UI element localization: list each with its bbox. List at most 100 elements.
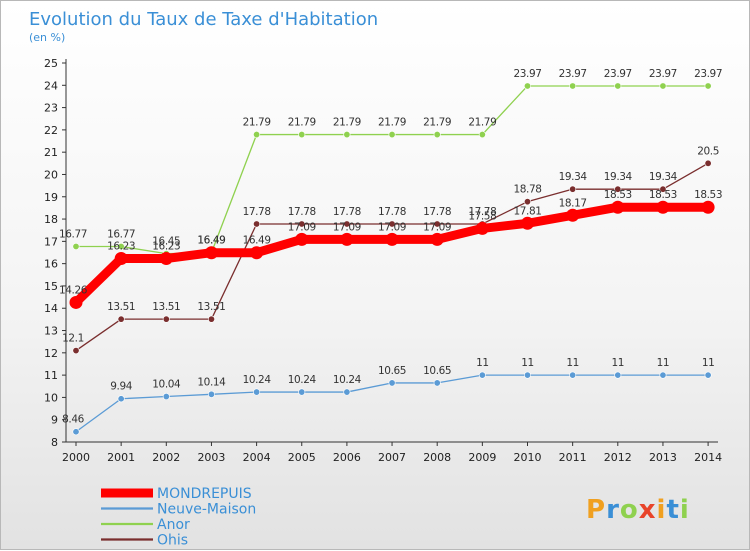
data-labels: 8.46 9.94 10.04 10.14 10.24 10.24 10.24 10.65 10…	[59, 68, 723, 426]
data-point	[117, 395, 125, 403]
axes: 8 9 10 11 12 13 14 15 16 17 18 19 20 21 22 23 24 25 2000 20…	[44, 57, 722, 464]
data-label: 17.09	[333, 221, 361, 233]
data-label: 16.49	[197, 235, 225, 247]
y-tick-label: 22	[44, 124, 58, 137]
data-point	[162, 315, 170, 323]
data-point	[388, 131, 396, 139]
data-label: 17.09	[378, 221, 406, 233]
data-label: 16.77	[59, 228, 87, 240]
data-label: 23.97	[649, 68, 677, 80]
y-tick-label: 9	[51, 414, 58, 427]
proxiti-letter: P	[586, 495, 606, 525]
data-label: 21.79	[468, 117, 496, 129]
data-point	[430, 232, 444, 246]
data-point	[117, 242, 125, 250]
data-point	[253, 131, 261, 139]
data-label: 13.51	[152, 301, 180, 313]
data-label: 17.78	[423, 206, 451, 218]
x-tick-label: 2008	[423, 451, 451, 464]
x-tick-label: 2002	[152, 451, 180, 464]
data-label: 21.79	[333, 117, 361, 129]
chart-subtitle: (en %)	[29, 31, 65, 44]
y-tick-label: 21	[44, 146, 58, 159]
data-point	[521, 216, 534, 230]
data-point	[298, 220, 306, 228]
y-tick-label: 12	[44, 347, 58, 360]
data-point	[343, 131, 351, 139]
data-label: 23.97	[694, 68, 722, 80]
data-point	[343, 220, 351, 228]
data-point	[340, 232, 354, 246]
data-label: 11	[657, 357, 670, 369]
data-label: 17.81	[513, 205, 541, 217]
legend-label: Ohis	[157, 533, 188, 549]
y-tick-label: 11	[44, 369, 58, 382]
data-label: 14.26	[59, 284, 88, 296]
data-point	[614, 185, 622, 193]
y-tick-label: 24	[44, 79, 58, 92]
y-tick-label: 10	[44, 391, 58, 404]
data-point	[569, 185, 577, 193]
data-label: 23.97	[559, 68, 587, 80]
data-label: 17.78	[333, 206, 361, 218]
x-tick-label: 2012	[604, 451, 632, 464]
data-point	[385, 232, 399, 246]
legend-item: Ohis	[101, 533, 188, 549]
data-point	[523, 371, 531, 379]
data-point	[433, 220, 441, 228]
x-tick-label: 2004	[243, 451, 271, 464]
data-label: 18.17	[559, 197, 587, 209]
data-label: 12.1	[62, 333, 84, 345]
data-label: 19.34	[649, 171, 678, 183]
x-tick-label: 2007	[378, 451, 406, 464]
data-point	[388, 220, 396, 228]
data-point	[72, 428, 80, 436]
data-label: 17.78	[243, 206, 271, 218]
data-point	[72, 347, 80, 355]
y-tick-label: 14	[44, 302, 58, 315]
y-tick-label: 17	[44, 235, 58, 248]
data-point	[478, 371, 486, 379]
data-point	[611, 200, 625, 214]
data-point	[659, 371, 667, 379]
data-point	[566, 208, 580, 222]
data-label: 17.09	[423, 221, 451, 233]
data-point	[701, 200, 715, 214]
data-label: 16.49	[197, 235, 225, 247]
data-label: 9.94	[110, 381, 132, 393]
x-tick-label: 2003	[197, 451, 225, 464]
x-tick-label: 2011	[559, 451, 587, 464]
data-label: 18.53	[694, 189, 722, 201]
x-tick-label: 2014	[694, 451, 722, 464]
data-point	[388, 379, 396, 387]
data-label: 10.04	[152, 379, 181, 391]
data-label: 20.5	[697, 145, 719, 157]
x-tick-label: 2001	[107, 451, 135, 464]
data-point	[659, 185, 667, 193]
proxiti-letter: t	[666, 495, 679, 525]
legend-item: MONDREPUIS	[101, 486, 252, 502]
data-label: 19.34	[604, 171, 633, 183]
data-label: 8.46	[62, 414, 84, 426]
y-tick-label: 20	[44, 168, 58, 181]
data-point	[659, 82, 667, 90]
data-label: 10.24	[243, 374, 272, 386]
data-point	[343, 388, 351, 396]
data-point	[207, 315, 215, 323]
data-point	[250, 246, 264, 260]
data-point	[298, 388, 306, 396]
legend-label: MONDREPUIS	[157, 486, 252, 502]
data-point	[253, 388, 261, 396]
data-label: 11	[476, 357, 489, 369]
proxiti-letter: r	[606, 495, 620, 525]
x-tick-label: 2013	[649, 451, 677, 464]
legend-label: Anor	[157, 517, 190, 533]
y-tick-label: 23	[44, 102, 58, 115]
data-point	[704, 82, 712, 90]
series-neuve-maison	[72, 371, 712, 436]
data-label: 18.78	[513, 184, 541, 196]
data-point	[704, 371, 712, 379]
data-label: 18.53	[649, 189, 677, 201]
